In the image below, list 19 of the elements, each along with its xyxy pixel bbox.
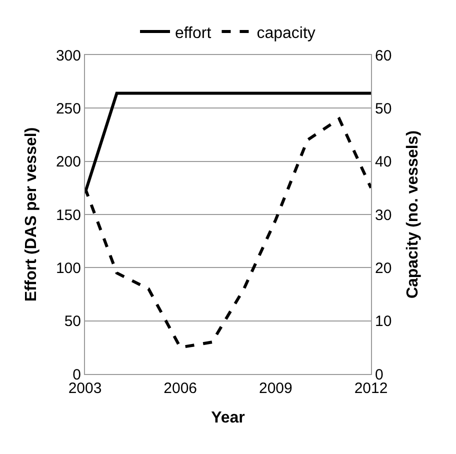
y-tick-label: 250 [56,100,81,118]
y2-tick-label: 30 [375,206,392,224]
y-tick-label: 50 [64,313,81,330]
y-tick-label: 150 [56,206,81,224]
y2-tick-label: 40 [375,154,392,171]
y2-tick-label: 50 [375,100,392,118]
y-tick-label: 100 [56,260,81,277]
y-tick-label: 200 [56,154,81,171]
y2-axis-title: Capacity (no. vessels) [404,130,422,299]
x-axis-title: Year [211,410,245,427]
y2-tick-label: 20 [375,260,392,277]
y2-tick-label: 60 [375,47,392,64]
legend-label: effort [175,24,212,42]
y-axis-title: Effort (DAS per vessel) [22,127,40,302]
legend-label: capacity [256,24,316,42]
x-tick-label: 2006 [164,380,198,397]
y2-tick-label: 10 [375,313,392,330]
y-tick-label: 300 [56,47,81,64]
x-tick-label: 2009 [258,380,292,397]
